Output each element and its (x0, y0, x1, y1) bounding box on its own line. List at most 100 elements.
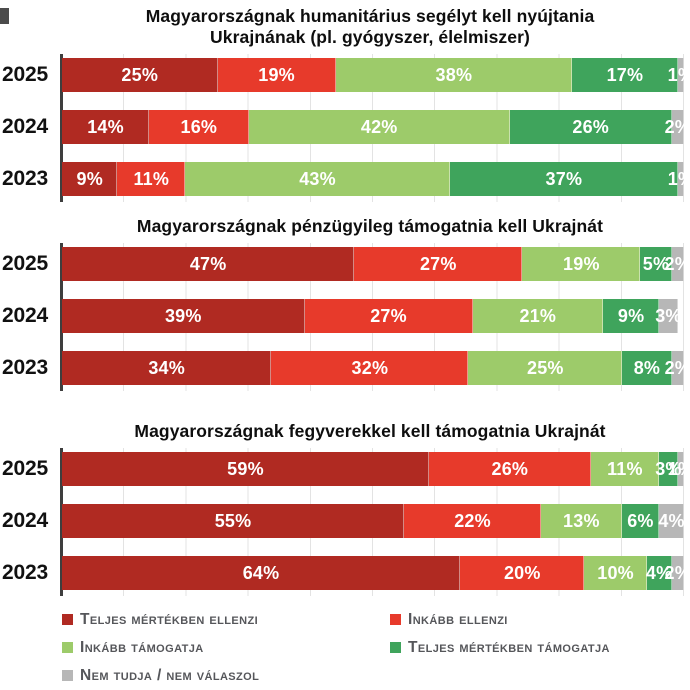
legend-item-somewhat-oppose: Inkább ellenzi (390, 610, 690, 629)
bar-value-label: 32% (351, 357, 389, 378)
bar-segment: 13% (540, 504, 622, 538)
bar-value-label: 13% (563, 510, 600, 531)
bar-rows-container: 2025 47% 27% 19% 5% 2% 2024 39% 27% 21% 9% 3% 2023 34… (0, 247, 690, 385)
bar-value-label: 11% (133, 168, 170, 189)
bar-value-label: 37% (545, 168, 583, 189)
bar-value-label: 11% (607, 458, 643, 479)
bar-value-label: 4% (658, 510, 685, 531)
bar-segment: 27% (354, 247, 523, 281)
corner-artifact (0, 8, 9, 24)
legend: Teljes mértékben ellenzi Inkább ellenzi … (62, 610, 690, 685)
year-label: 2023 (2, 356, 48, 379)
bar-segment: 9% (62, 162, 118, 196)
stacked-bar: 34% 32% 25% 8% 2% (62, 351, 690, 385)
bar-segment: 42% (248, 110, 510, 144)
bar-segment: 34% (62, 351, 272, 385)
bar-row: 2024 39% 27% 21% 9% 3% (0, 299, 684, 333)
bar-row: 2025 25% 19% 38% 17% 1% (0, 58, 690, 92)
chart-title-humanitarian: Magyarországnak humanitárius segélyt kel… (145, 6, 595, 47)
bar-value-label: 8% (633, 357, 661, 378)
bar-value-label: 64% (242, 562, 280, 583)
chart-section-financial: Magyarországnak pénzügyileg támogatnia k… (0, 202, 690, 391)
bar-row: 2024 14% 16% 42% 26% 2% (0, 110, 690, 144)
bar-value-label: 1% (667, 458, 690, 479)
legend-item-dont-know: Nem tudja / nem válaszol (62, 666, 390, 685)
legend-label: Inkább ellenzi (408, 611, 508, 628)
bar-segment: 2% (665, 110, 690, 144)
bar-segment: 21% (472, 299, 604, 333)
bar-segment: 26% (509, 110, 672, 144)
legend-label: Teljes mértékben támogatja (408, 639, 610, 656)
stacked-bar: 39% 27% 21% 9% 3% (62, 299, 684, 333)
bar-value-label: 14% (87, 116, 124, 137)
bar-segment: 2% (665, 351, 690, 385)
year-label: 2025 (2, 252, 48, 275)
legend-item-somewhat-support: Inkább támogatja (62, 638, 390, 657)
bar-value-label: 4% (645, 562, 673, 583)
bar-value-label: 38% (435, 64, 473, 85)
bar-segment: 59% (62, 452, 429, 486)
chart-plot-humanitarian: 2025 25% 19% 38% 17% 1% 2024 14% 16% 42% 26% 2% 2023… (0, 54, 690, 202)
bar-value-label: 26% (491, 458, 529, 479)
legend-item-strongly-oppose: Teljes mértékben ellenzi (62, 610, 390, 629)
bar-value-label: 21% (519, 305, 557, 326)
legend-swatch-dont-know-icon (62, 670, 73, 681)
bar-value-label: 17% (606, 64, 644, 85)
bar-row: 2023 9% 11% 43% 37% 1% (0, 162, 690, 196)
bar-value-label: 25% (121, 64, 159, 85)
bar-value-label: 1% (667, 168, 690, 189)
chart-section-humanitarian: Magyarországnak humanitárius segélyt kel… (0, 0, 690, 202)
bar-segment: 4% (645, 556, 673, 590)
bar-value-label: 2% (664, 562, 690, 583)
legend-label: Teljes mértékben ellenzi (80, 611, 259, 628)
bar-segment: 32% (271, 351, 469, 385)
bar-segment: 1% (668, 452, 690, 486)
bar-segment: 10% (584, 556, 647, 590)
bar-segment: 6% (621, 504, 660, 538)
legend-label: Nem tudja / nem válaszol (80, 667, 260, 684)
legend-swatch-somewhat-oppose-icon (390, 614, 401, 625)
bar-value-label: 26% (572, 116, 609, 137)
stacked-bar: 55% 22% 13% 6% 4% (62, 504, 685, 538)
chart-title-weapons: Magyarországnak fegyverekkel kell támoga… (134, 421, 606, 441)
bar-segment: 64% (62, 556, 461, 590)
bar-segment: 3% (655, 299, 681, 333)
bar-value-label: 1% (667, 64, 690, 85)
bar-row: 2023 64% 20% 10% 4% 2% (0, 556, 690, 590)
bar-value-label: 5% (642, 253, 670, 274)
bar-rows-container: 2025 25% 19% 38% 17% 1% 2024 14% 16% 42% 26% 2% 2023… (0, 58, 690, 196)
bar-value-label: 27% (419, 253, 457, 274)
bar-segment: 39% (62, 299, 305, 333)
stacked-bar: 14% 16% 42% 26% 2% (62, 110, 690, 144)
stacked-bar: 47% 27% 19% 5% 2% (62, 247, 690, 281)
bar-row: 2023 34% 32% 25% 8% 2% (0, 351, 690, 385)
legend-swatch-strongly-oppose-icon (62, 614, 73, 625)
bar-value-label: 22% (454, 510, 491, 531)
bar-segment: 19% (217, 58, 336, 92)
year-label: 2024 (2, 509, 48, 532)
year-label: 2024 (2, 115, 48, 138)
y-axis-line (60, 243, 63, 391)
bar-segment: 1% (668, 58, 690, 92)
bar-value-label: 9% (617, 305, 645, 326)
bar-value-label: 55% (214, 510, 252, 531)
bar-segment: 26% (428, 452, 591, 486)
year-label: 2025 (2, 457, 48, 480)
year-label: 2023 (2, 167, 48, 190)
bar-segment: 25% (62, 58, 218, 92)
bar-segment: 1% (668, 162, 690, 196)
bar-segment: 43% (185, 162, 450, 196)
y-axis-line (60, 54, 63, 202)
stacked-bar: 9% 11% 43% 37% 1% (62, 162, 690, 196)
chart-title-financial: Magyarországnak pénzügyileg támogatnia k… (136, 216, 604, 236)
bar-value-label: 2% (664, 116, 690, 137)
bar-value-label: 2% (664, 253, 690, 274)
legend-item-strongly-support: Teljes mértékben támogatja (390, 638, 690, 657)
bar-segment: 20% (460, 556, 585, 590)
bar-segment: 3% (655, 452, 681, 486)
bar-value-label: 20% (503, 562, 541, 583)
stacked-bar: 25% 19% 38% 17% 1% (62, 58, 690, 92)
bar-segment: 47% (62, 247, 355, 281)
bar-segment: 17% (572, 58, 678, 92)
